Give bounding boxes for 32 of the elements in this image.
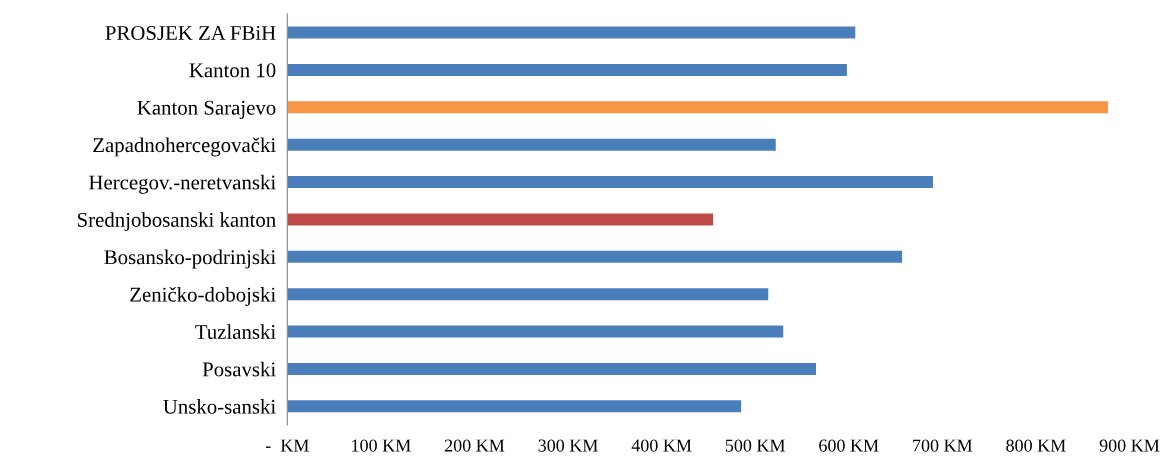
bar: [287, 101, 1108, 114]
bar: [287, 362, 816, 375]
y-tick-label: Posavski: [202, 361, 276, 377]
bar: [287, 325, 784, 338]
bar: [287, 288, 769, 301]
x-tick-label: 800 KM: [1006, 439, 1066, 452]
y-tick-label: Bosansko-podrinjski: [104, 249, 276, 269]
x-tick-label: 400 KM: [631, 439, 692, 452]
y-tick-label: PROSJEK ZA FBiH: [105, 25, 276, 40]
x-tick-label: 900 KM: [1099, 439, 1160, 452]
x-tick-label: 100 KM: [352, 439, 411, 452]
y-tick-label: Unsko-sanski: [163, 399, 276, 414]
y-tick-label: Kanton 10: [189, 63, 276, 78]
y-tick-label: Zeničko-dobojski: [130, 286, 276, 306]
x-tick-label: - KM: [265, 439, 309, 452]
x-tick-label: 200 KM: [444, 439, 505, 452]
bar: [287, 63, 847, 76]
bar: [287, 400, 742, 413]
x-tick-label: 500 KM: [725, 439, 785, 452]
y-tick-label: Hercegov.-neretvanski: [89, 174, 276, 194]
x-tick-label: 300 KM: [538, 439, 598, 452]
bar: [287, 250, 903, 263]
bar: [287, 213, 714, 226]
bar: [287, 26, 856, 39]
y-tick-label: Kanton Sarajevo: [137, 100, 276, 119]
bar: [287, 138, 776, 151]
bar: [287, 176, 933, 189]
x-tick-label: 700 KM: [913, 439, 973, 452]
y-tick-label: Srednjobosanski kanton: [77, 212, 276, 232]
x-tick-label: 600 KM: [819, 439, 879, 452]
y-tick-label: Tuzlanski: [195, 324, 276, 340]
y-tick-label: Zapadnohercegovački: [93, 137, 276, 157]
